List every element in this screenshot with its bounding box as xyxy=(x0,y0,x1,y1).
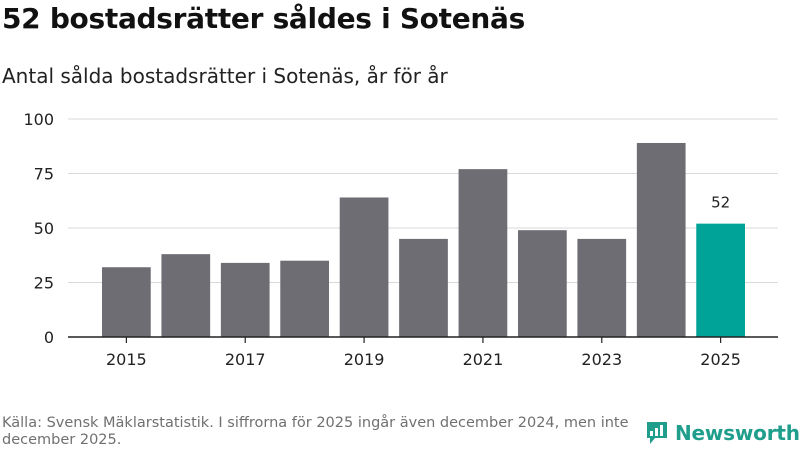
bar-chart: 52 0 25 50 75 100 2015 2017 2019 2021 2023 2025 xyxy=(23,110,778,369)
bar-2020 xyxy=(399,238,448,337)
bars xyxy=(102,142,745,337)
data-label-2025: 52 xyxy=(711,194,730,212)
bar-2017 xyxy=(220,262,270,337)
data-labels: 52 xyxy=(711,194,730,212)
x-tick-label-2017: 2017 xyxy=(225,350,266,369)
bar-2016 xyxy=(161,254,211,337)
y-tick-label-25: 25 xyxy=(34,274,54,293)
x-tick-label-2015: 2015 xyxy=(106,350,147,369)
brand[interactable]: Newsworthy xyxy=(645,420,800,446)
bar-2022 xyxy=(517,230,567,337)
bar-2018 xyxy=(280,260,330,337)
x-tick-label-2019: 2019 xyxy=(344,350,385,369)
bar-2019 xyxy=(339,197,389,337)
y-tick-label-50: 50 xyxy=(34,219,54,238)
bar-2021 xyxy=(458,169,508,337)
y-tick-label-0: 0 xyxy=(44,328,54,347)
chart-title: 52 bostadsrätter såldes i Sotenäs xyxy=(2,2,525,35)
chart-subtitle: Antal sålda bostadsrätter i Sotenäs, år … xyxy=(2,64,448,88)
brand-name: Newsworthy xyxy=(675,421,800,445)
source-note: Källa: Svensk Mäklarstatistik. I siffror… xyxy=(2,415,629,448)
x-tick-label-2025: 2025 xyxy=(700,350,741,369)
bar-2015 xyxy=(102,267,151,337)
x-tick-label-2023: 2023 xyxy=(581,350,622,369)
bar-2023 xyxy=(577,238,627,337)
x-tick-label-2021: 2021 xyxy=(463,350,504,369)
y-tick-label-100: 100 xyxy=(23,110,54,129)
bar-2024 xyxy=(636,142,686,337)
newsworthy-logo-icon xyxy=(647,422,667,444)
bar-2025 xyxy=(696,223,745,337)
axes: 0 25 50 75 100 2015 2017 2019 2021 2023 2025 xyxy=(23,110,778,369)
y-tick-label-75: 75 xyxy=(34,165,54,184)
